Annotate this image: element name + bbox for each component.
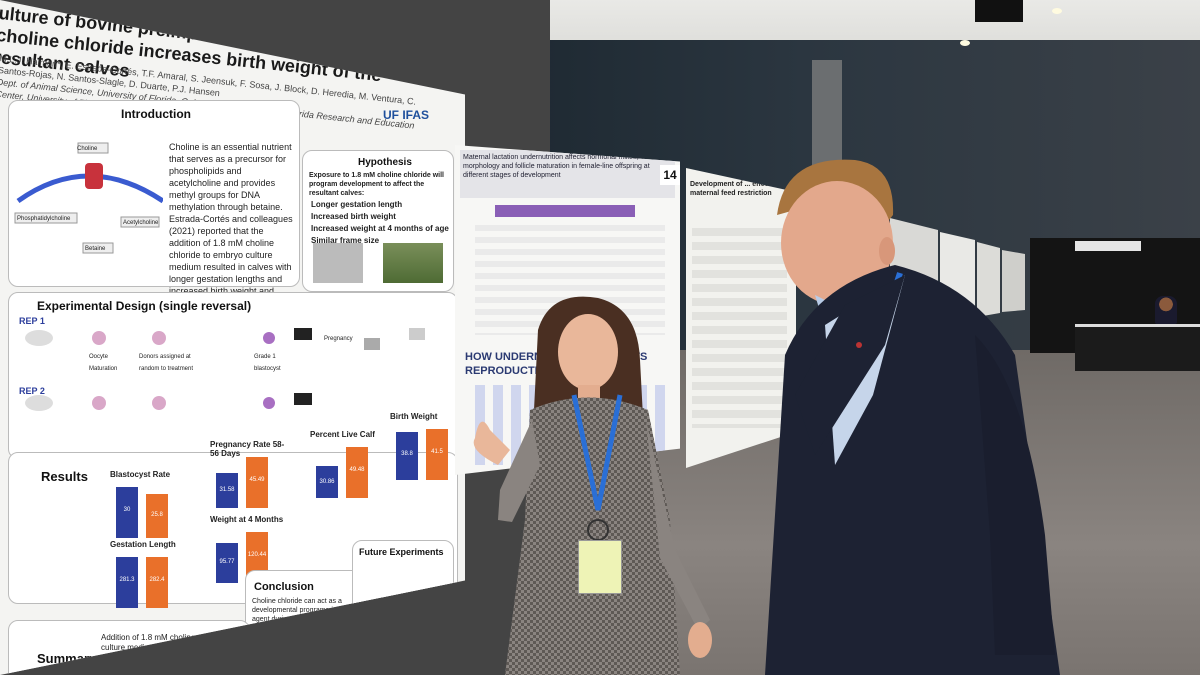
diagram-label-phosphatidylcholine: Phosphatidylcholine: [17, 216, 71, 222]
third-poster-heading: Development of ... effects of maternal f…: [690, 181, 784, 197]
bar-value-label: 281.3: [119, 577, 135, 584]
bar-value-label: 31.58: [219, 487, 235, 493]
woman-presenter: [473, 296, 712, 675]
result-chart: Blastocyst Rate 30 25.8: [100, 470, 190, 542]
result-chart-title: Birth Weight: [390, 412, 438, 421]
result-chart-title: Gestation Length: [110, 540, 176, 549]
vehicle-bar: 95.77: [216, 543, 238, 583]
third-poster-body: [692, 228, 787, 428]
hypothesis-item: Increased weight at 4 months of age: [311, 224, 449, 233]
introduction-text: Choline is an essential nutrient that se…: [169, 142, 293, 308]
bar-value-label: 45.49: [249, 477, 265, 484]
diagram-label-choline: Choline: [77, 146, 98, 152]
table-sign: [1075, 241, 1141, 251]
poster-number: 14: [660, 165, 680, 185]
vehicle-bar: 281.3: [116, 557, 138, 608]
future-experiments-heading: Future Experiments: [359, 547, 444, 557]
hypothesis-text: Exposure to 1.8 mM choline chloride will…: [309, 172, 444, 197]
introduction-section: Introduction Choline Phosphatidylcholine…: [8, 100, 300, 308]
diagram-label-betaine: Betaine: [85, 246, 106, 252]
embryo-photo: [313, 243, 363, 283]
design-step: Grade 1 blastocyst: [254, 354, 281, 372]
results-heading: Results: [41, 469, 88, 484]
hypothesis-item: Increased birth weight: [311, 212, 396, 221]
diagram-label-acetylcholine: Acetylcholine: [123, 220, 159, 226]
choline-bar: 41.5: [426, 429, 448, 480]
hypothesis-item: Longer gestation length: [311, 200, 403, 209]
design-step: Pregnancy: [324, 336, 353, 342]
man-visitor: [765, 159, 1060, 675]
design-flow-icons: [25, 328, 425, 411]
bar-value-label: 30.86: [319, 478, 335, 485]
bar-value-label: 282.4: [149, 577, 165, 584]
bar-value-label: 38.8: [401, 451, 413, 458]
result-chart: Percent Live Calf 30.86 49.48: [300, 430, 390, 502]
name-badge: [578, 540, 622, 594]
uf-ifas-logo: UF IFAS: [383, 108, 430, 122]
result-chart-title: Blastocyst Rate: [110, 470, 171, 479]
result-chart: Birth Weight 38.8 41.5: [380, 412, 465, 484]
result-chart: Pregnancy Rate 58-56 Days 31.58 45.49: [200, 440, 290, 512]
hypothesis-heading: Hypothesis: [358, 157, 412, 168]
introduction-heading: Introduction: [121, 107, 191, 121]
bar-value-label: 25.8: [151, 511, 163, 518]
research-poster: ulture of bovine preimplantation embryos…: [0, 0, 465, 675]
bar-value-label: 120.44: [247, 552, 267, 559]
choline-bar: 45.49: [246, 457, 268, 508]
rep1-label: REP 1: [19, 316, 45, 326]
calves-photo: [383, 243, 443, 283]
result-chart: Gestation Length 281.3 282.4: [100, 540, 190, 612]
ceiling-light: [1052, 8, 1062, 14]
choline-bar: 25.8: [146, 494, 168, 538]
ceiling-speaker: [975, 0, 1023, 22]
third-poster: Development of ... effects of maternal f…: [686, 168, 796, 468]
result-chart-title: Percent Live Calf: [310, 430, 375, 439]
hypothesis-item: Similar frame size: [311, 236, 380, 245]
design-step: Oocyte Maturation: [89, 354, 118, 372]
vehicle-bar: 31.58: [216, 473, 238, 508]
vehicle-bar: 30: [116, 487, 138, 538]
ceiling-light: [960, 40, 970, 46]
bar-value-label: 41.5: [431, 449, 443, 456]
bar-value-label: 49.48: [349, 467, 365, 474]
result-chart-title: Pregnancy Rate 58-56 Days: [210, 440, 285, 458]
bar-value-label: 95.77: [219, 559, 235, 565]
seated-person: [1155, 296, 1177, 324]
experimental-design-heading: Experimental Design (single reversal): [37, 299, 252, 313]
hypothesis-section: Hypothesis Exposure to 1.8 mM choline ch…: [302, 150, 454, 292]
bar-value-label: 30: [123, 507, 131, 514]
choline-bar: 282.4: [146, 557, 168, 608]
purple-bar: [495, 205, 635, 217]
registration-table: [1075, 324, 1200, 371]
choline-pathway-diagram: [14, 142, 163, 254]
choline-bar: 49.48: [346, 447, 368, 498]
vehicle-bar: 30.86: [316, 466, 338, 498]
hypothesis-list: Longer gestation length Increased birth …: [311, 199, 451, 247]
conclusion-heading: Conclusion: [254, 581, 314, 593]
vehicle-bar: 38.8: [396, 432, 418, 480]
result-chart-title: Weight at 4 Months: [210, 515, 284, 524]
design-step: Donors assigned at random to treatment: [139, 354, 194, 372]
rep2-label: REP 2: [19, 386, 45, 396]
